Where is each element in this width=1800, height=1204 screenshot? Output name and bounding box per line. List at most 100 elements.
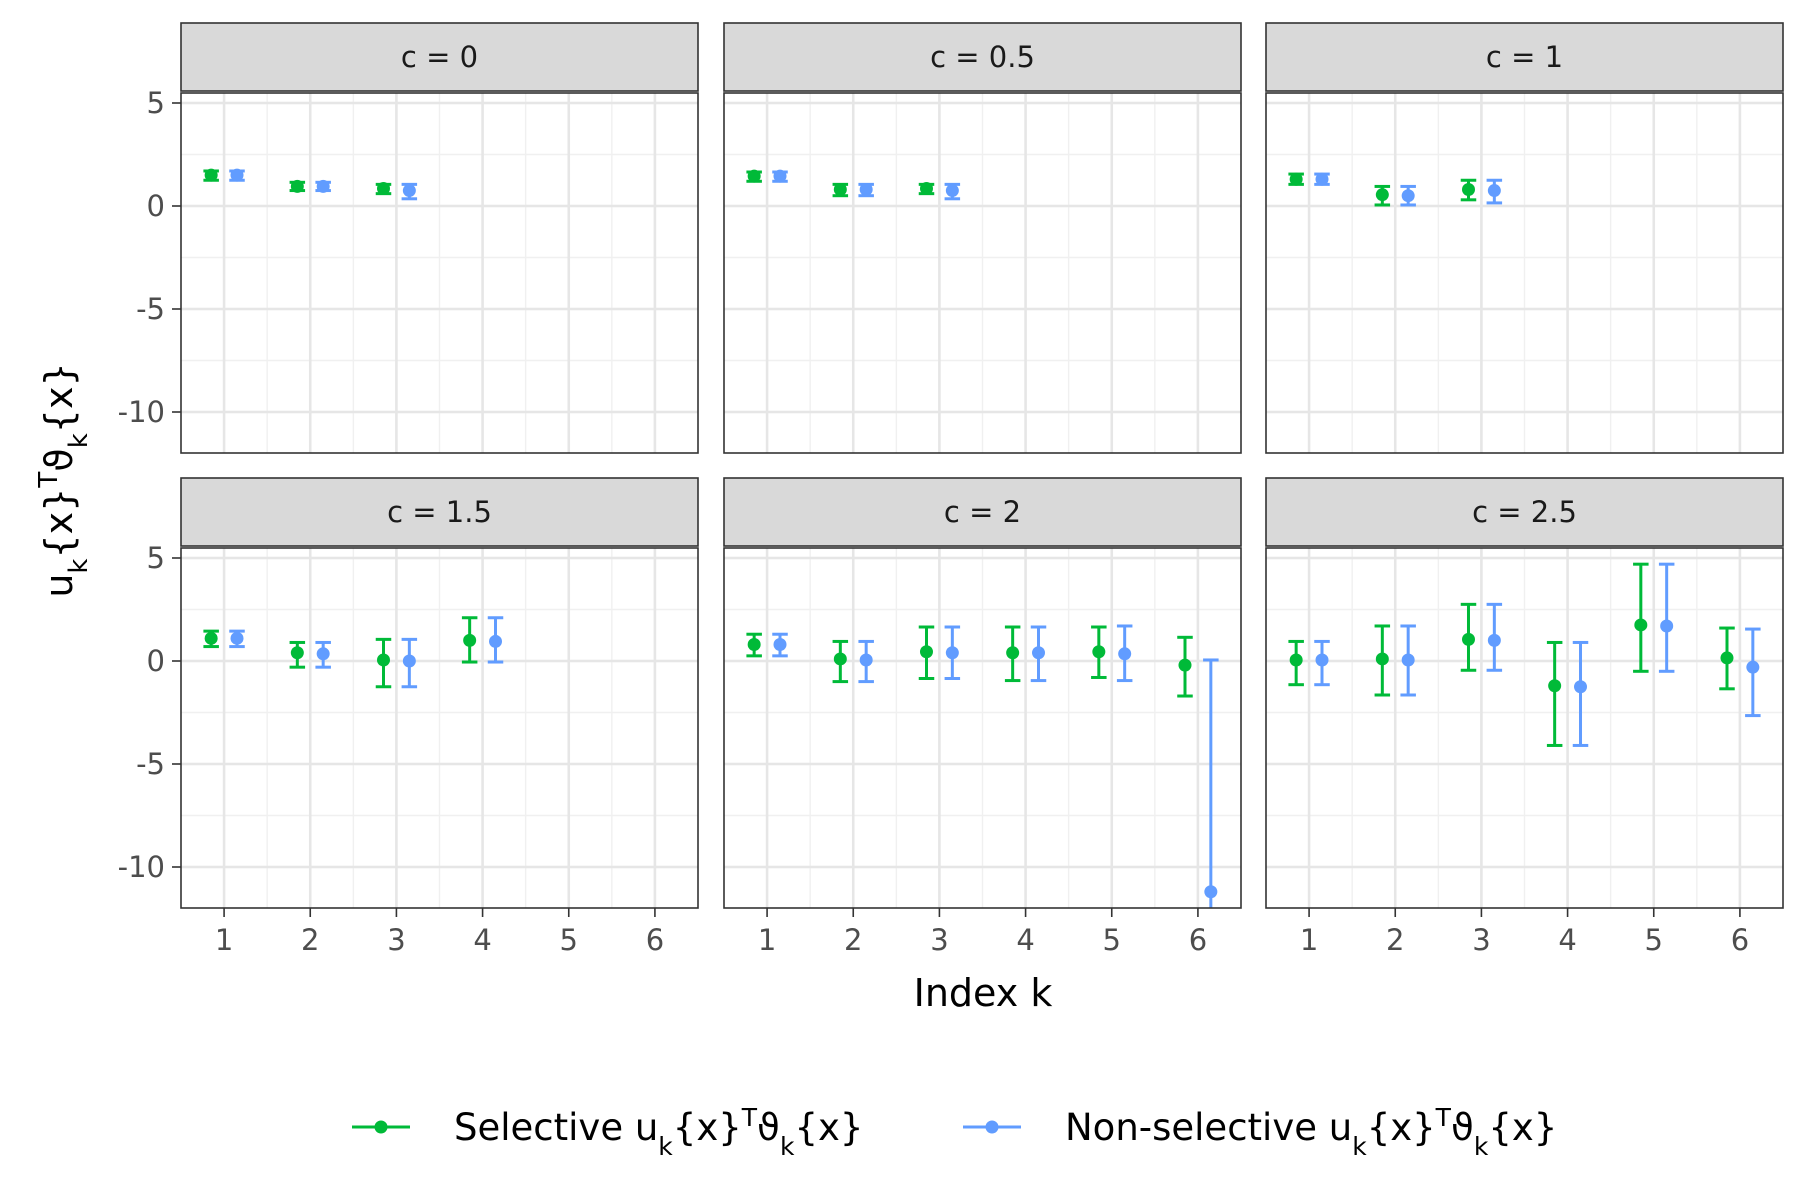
y-tick-label: -5 [136, 747, 165, 781]
facet-panel: c = 0 5 0 -5 -10 [118, 22, 699, 454]
legend-label-part: {x} [673, 1106, 742, 1149]
legend-label-part: {x} [794, 1106, 863, 1149]
x-tick-label: 6 [1731, 923, 1749, 957]
selective-point [833, 652, 847, 666]
x-tick-label: 2 [301, 923, 319, 957]
y-tick-label: 0 [147, 644, 165, 678]
panel-border [180, 92, 699, 454]
y-axis-title-part: ϑ [37, 448, 81, 472]
facet-panel: c = 2.5 1 2 3 4 5 6 [1265, 477, 1784, 957]
panel-border [180, 547, 699, 909]
non-selective-point [773, 169, 787, 183]
selective-point [1375, 188, 1389, 202]
y-axis-title-part: k [64, 433, 94, 448]
legend-key-point [374, 1120, 388, 1134]
non-selective-point [773, 638, 787, 652]
facet-strip-label: c = 2 [944, 495, 1021, 529]
x-tick-label: 6 [646, 923, 664, 957]
y-axis-title: uk{x}Tϑk{x} [34, 362, 94, 597]
legend-label-part: Non-selective u [1065, 1106, 1352, 1149]
non-selective-point [402, 654, 416, 668]
data-layer [746, 624, 1219, 908]
selective-point [1092, 645, 1106, 659]
non-selective-point [230, 631, 244, 645]
non-selective-point [230, 168, 244, 182]
legend-label-part: k [658, 1132, 673, 1161]
selective-point [204, 168, 218, 182]
y-axis-title-part: {x} [37, 488, 81, 559]
legend-label-part: ϑ [757, 1106, 780, 1149]
non-selective-point [945, 646, 959, 660]
facet-panel: c = 1.5 5 0 -5 -10 1 2 3 4 5 6 [118, 477, 699, 957]
facet-panel: c = 1 [1265, 22, 1784, 454]
x-tick-label: 3 [1472, 923, 1490, 957]
selective-point [919, 645, 933, 659]
x-tick-label: 5 [560, 923, 578, 957]
legend-label-part: k [1474, 1132, 1489, 1161]
non-selective-point [1032, 646, 1046, 660]
x-tick-label: 2 [1386, 923, 1404, 957]
non-selective-point [1204, 885, 1218, 899]
non-selective-point [1487, 184, 1501, 198]
legend-label-part: {x} [1488, 1106, 1557, 1149]
selective-point [1634, 618, 1648, 632]
data-layer [203, 168, 418, 201]
non-selective-point [316, 179, 330, 193]
facet-strip-label: c = 1.5 [387, 495, 492, 529]
y-axis-title-part: {x} [37, 362, 81, 433]
selective-point [747, 169, 761, 183]
selective-point [1289, 653, 1303, 667]
non-selective-point [1660, 619, 1674, 633]
non-selective-point [859, 653, 873, 667]
non-selective-point [1401, 653, 1415, 667]
facet-strip [723, 22, 1242, 92]
y-axis-title-part: u [37, 574, 81, 598]
selective-point [376, 181, 390, 195]
selective-point [1548, 679, 1562, 693]
selective-point [290, 179, 304, 193]
x-tick-label: 5 [1103, 923, 1121, 957]
selective-point [290, 646, 304, 660]
legend-key-point [985, 1120, 999, 1134]
selective-point [919, 181, 933, 195]
non-selective-point [1746, 660, 1760, 674]
selective-point [1375, 652, 1389, 666]
legend-label-part: Selective u [454, 1106, 658, 1149]
selective-point [376, 653, 390, 667]
x-tick-label: 4 [1558, 923, 1576, 957]
facet-strip-label: c = 0 [401, 40, 478, 74]
y-tick-label: 5 [147, 86, 165, 120]
facet-strip-label: c = 2.5 [1472, 495, 1577, 529]
legend-label-part: T [1435, 1103, 1452, 1132]
non-selective-point [1315, 653, 1329, 667]
legend-label-part: {x} [1367, 1106, 1436, 1149]
data-layer [1288, 562, 1761, 747]
non-selective-point [1401, 189, 1415, 203]
legend-label-part: k [780, 1132, 795, 1161]
selective-point [204, 631, 218, 645]
panel-border [1265, 92, 1784, 454]
non-selective-point [1487, 633, 1501, 647]
y-axis-title-part: k [64, 559, 94, 574]
selective-point [1720, 651, 1734, 665]
facet-strip-label: c = 0.5 [930, 40, 1035, 74]
facet-panel: c = 2 1 2 3 4 5 6 [723, 477, 1242, 957]
legend-label-part: ϑ [1451, 1106, 1474, 1149]
selective-point [1461, 632, 1475, 646]
legend-label: Non-selective uk{x}Tϑk{x} [1065, 1103, 1557, 1161]
x-tick-label: 5 [1645, 923, 1663, 957]
selective-point [1006, 646, 1020, 660]
data-layer [1288, 172, 1503, 207]
selective-point [1461, 183, 1475, 197]
x-tick-label: 3 [930, 923, 948, 957]
x-tick-label: 4 [473, 923, 491, 957]
y-tick-label: -10 [118, 850, 165, 884]
x-tick-label: 1 [1300, 923, 1318, 957]
y-tick-label: 5 [147, 541, 165, 575]
facet-strip [180, 477, 699, 547]
facet-strip [723, 477, 1242, 547]
x-axis-title: Index k [914, 971, 1053, 1015]
data-layer [203, 616, 504, 689]
